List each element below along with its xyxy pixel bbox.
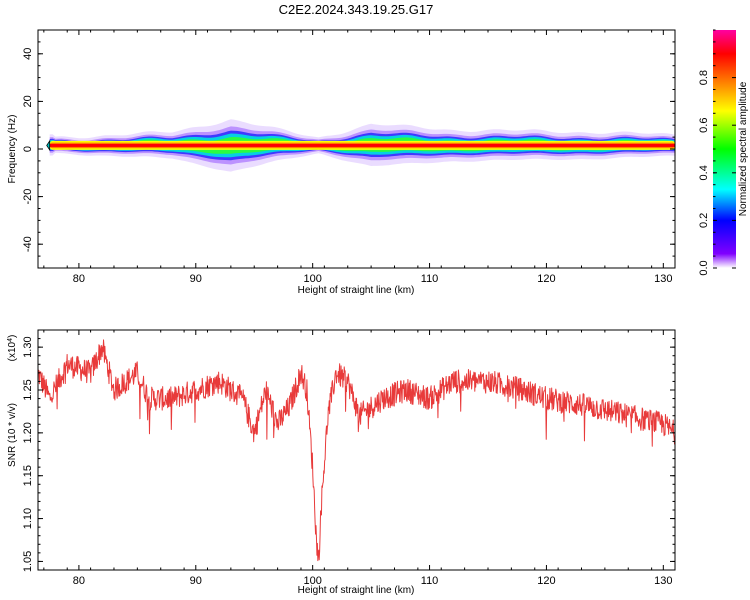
snr-ylabel: SNR (10 * v/v) <box>7 403 18 467</box>
spectrogram-axes: 80 90 100 110 120 130 40 20 0 -20 -40 <box>22 29 676 285</box>
spec-ytick-label: 0 <box>22 146 34 152</box>
snr-ytick-label: 1.25 <box>22 379 34 400</box>
colorbar: 0.0 0.2 0.4 0.6 0.8 Normalized spectral ampl… <box>698 29 749 276</box>
colorbar-tick-label: 0.6 <box>698 118 710 133</box>
spec-xtick-label: 130 <box>654 273 672 285</box>
band-red-core <box>49 143 675 147</box>
spec-xtick-label: 80 <box>73 273 85 285</box>
snr-xtick-label: 90 <box>190 575 202 587</box>
colorbar-tick-label: 0.0 <box>698 260 710 275</box>
snr-xtick-label: 100 <box>303 575 321 587</box>
figure-title: C2E2.2024.343.19.25.G17 <box>279 2 434 17</box>
spectrogram-panel: 80 90 100 110 120 130 40 20 0 -20 -40 Height of st… <box>7 29 676 296</box>
spec-ytick-label: -20 <box>22 189 34 205</box>
snr-ytick-label: 1.15 <box>22 465 34 486</box>
spec-xtick-label: 90 <box>190 273 202 285</box>
band-start-marker <box>46 139 51 152</box>
snr-xtick-label: 110 <box>421 575 439 587</box>
colorbar-tick-label: 0.4 <box>698 165 710 180</box>
snr-ytick-label: 1.20 <box>22 422 34 443</box>
spec-ytick-label: 20 <box>22 95 34 107</box>
snr-xtick-label: 130 <box>654 575 672 587</box>
spectral-band <box>46 119 675 172</box>
snr-frame <box>37 329 676 571</box>
snr-ytick-label: 1.05 <box>22 551 34 572</box>
snr-xlabel: Height of straight line (km) <box>298 585 415 596</box>
colorbar-ticks: 0.0 0.2 0.4 0.6 0.8 <box>698 29 736 276</box>
spectrogram-xlabel: Height of straight line (km) <box>298 285 415 296</box>
spec-ytick-label: -40 <box>22 236 34 252</box>
spec-ytick-label: 40 <box>22 48 34 60</box>
snr-ytick-label: 1.10 <box>22 508 34 529</box>
snr-scale-note: (x104) <box>7 335 18 362</box>
colorbar-tick-label: 0.8 <box>698 70 710 85</box>
colorbar-gradient <box>713 30 736 268</box>
snr-panel: 80 90 100 110 120 130 1.30 1.25 1.20 1.15 1.10 1.05… <box>7 329 676 596</box>
spec-xtick-label: 110 <box>421 273 439 285</box>
snr-axes: 80 90 100 110 120 130 1.30 1.25 1.20 1.15 1.10 1.05 <box>22 329 676 587</box>
spectrogram-ylabel: Frequency (Hz) <box>7 115 18 184</box>
colorbar-tick-label: 0.2 <box>698 213 710 228</box>
snr-series-line <box>38 339 675 562</box>
spec-xtick-label: 120 <box>537 273 555 285</box>
spec-xtick-label: 100 <box>303 273 321 285</box>
colorbar-label: Normalized spectral amplitude <box>738 81 749 216</box>
snr-ytick-label: 1.30 <box>22 336 34 357</box>
snr-xtick-label: 80 <box>73 575 85 587</box>
snr-xtick-label: 120 <box>537 575 555 587</box>
